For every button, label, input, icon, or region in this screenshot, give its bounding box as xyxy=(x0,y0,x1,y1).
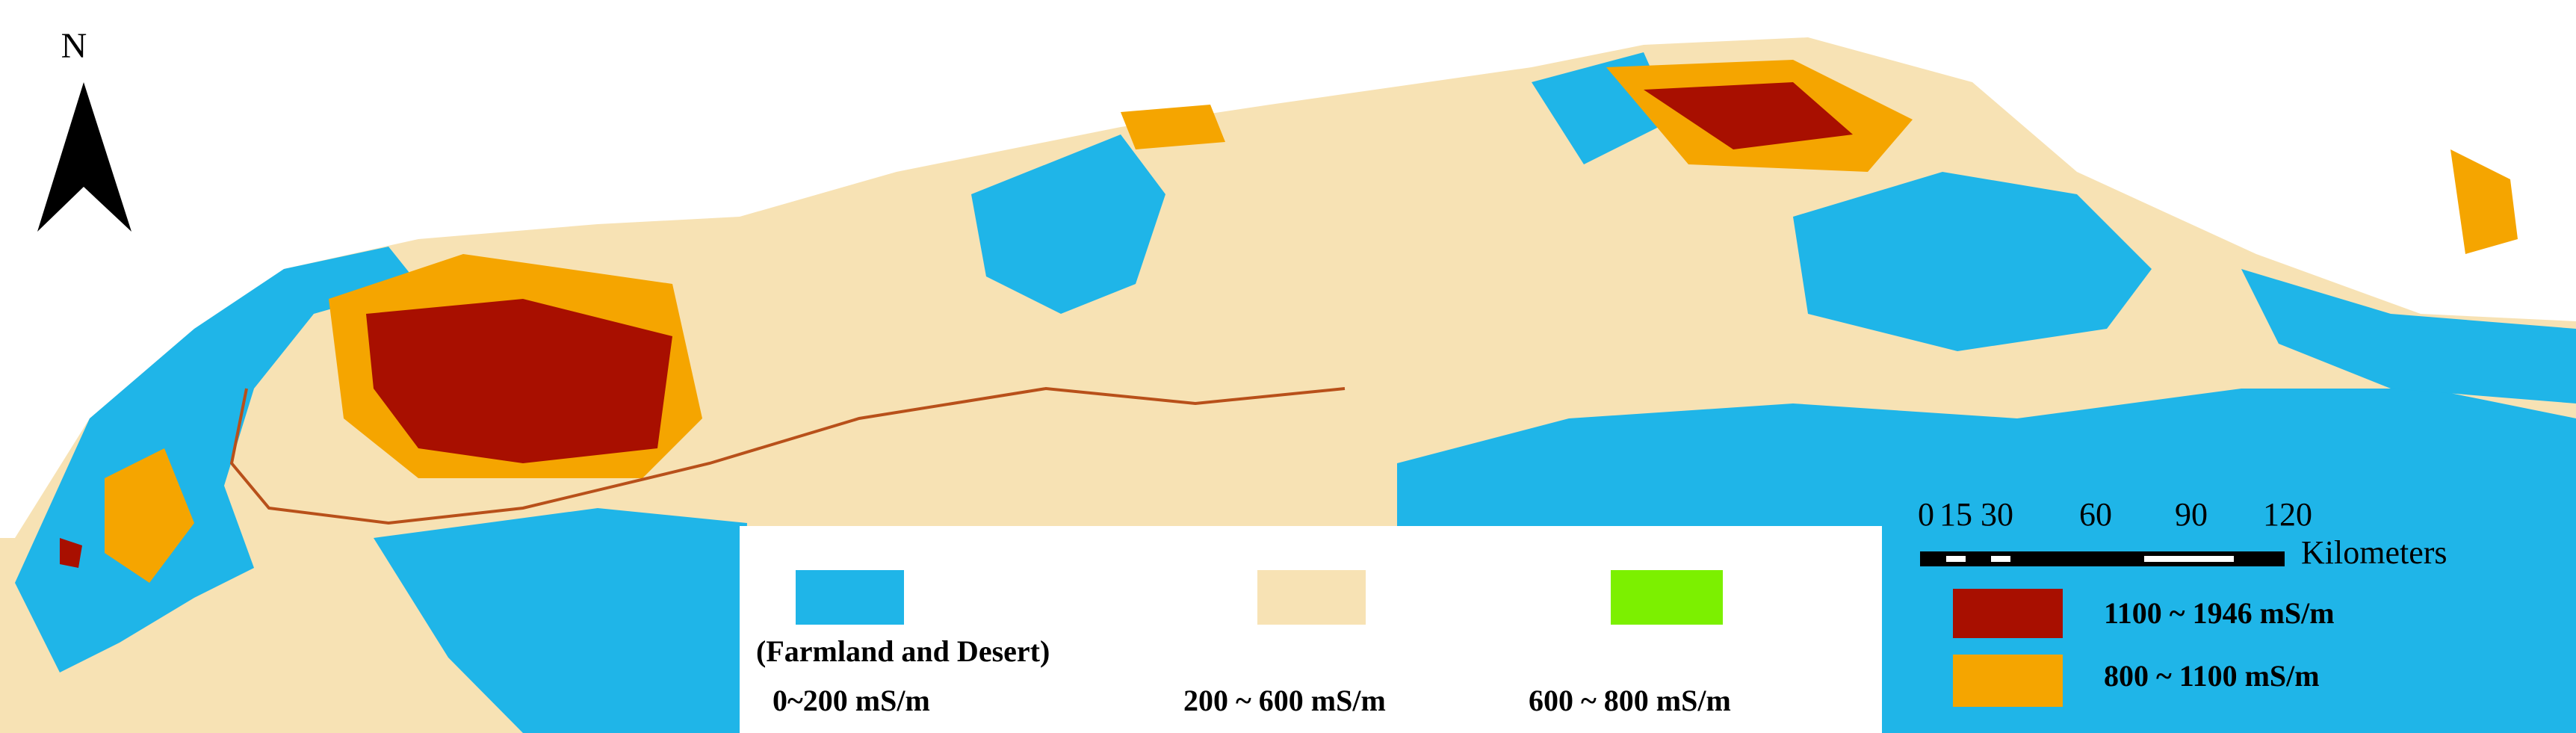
zone xyxy=(15,247,418,672)
legend-swatch xyxy=(1257,570,1366,625)
legend-label: 0~200 mS/m xyxy=(773,684,930,717)
north-label: N xyxy=(61,26,87,66)
scale-label: 0 xyxy=(1918,496,1934,533)
zone xyxy=(60,538,82,568)
scale-label: 30 xyxy=(1981,496,2013,533)
scale-bar-segment xyxy=(1991,556,2010,562)
legend-label: 1100 ~ 1946 mS/m xyxy=(2104,596,2335,630)
legend-description: (Farmland and Desert) xyxy=(756,634,1050,668)
zone xyxy=(2241,269,2576,403)
legend-label: 600 ~ 800 mS/m xyxy=(1529,684,1731,717)
zone xyxy=(2450,149,2518,254)
legend-swatch xyxy=(1953,655,2063,707)
scale-label: 15 xyxy=(1939,496,1972,533)
scale-label: 90 xyxy=(2175,496,2208,533)
zone xyxy=(366,299,672,463)
north-arrow xyxy=(37,82,131,232)
scale-label: 60 xyxy=(2079,496,2112,533)
zone xyxy=(1793,172,2152,351)
legend-label: 200 ~ 600 mS/m xyxy=(1183,684,1386,717)
scale-bar-segment xyxy=(1946,556,1966,562)
scale-label: 120 xyxy=(2263,496,2312,533)
legend-swatch xyxy=(796,570,904,625)
scale-bar xyxy=(1920,551,2285,566)
river xyxy=(229,386,1346,525)
zone xyxy=(105,448,194,583)
zone xyxy=(374,508,747,733)
legend-swatch xyxy=(1611,570,1723,625)
highest-zones xyxy=(60,82,1853,568)
zone xyxy=(1644,82,1853,149)
zone xyxy=(971,134,1165,314)
legend-label: 800 ~ 1100 mS/m xyxy=(2104,659,2320,693)
legend-swatch xyxy=(1953,589,2063,638)
zone xyxy=(1121,105,1225,149)
scale-unit: Kilometers xyxy=(2301,534,2447,571)
scale-bar-segment xyxy=(2144,556,2234,562)
legend-box xyxy=(740,526,1882,733)
